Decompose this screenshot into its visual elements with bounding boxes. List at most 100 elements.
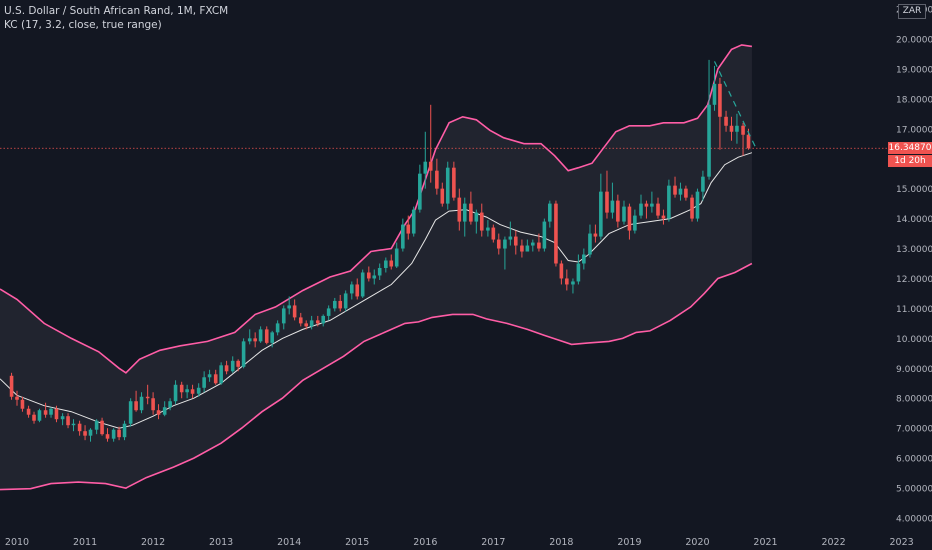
candle-body — [168, 401, 172, 408]
candle-body — [423, 161, 428, 174]
candle-body — [457, 197, 462, 222]
candle-body — [610, 200, 615, 213]
y-axis-tick-label: 14.00000 — [896, 215, 932, 225]
candle-body — [202, 377, 206, 388]
candle-body — [452, 167, 456, 198]
candle-body — [156, 410, 161, 415]
candle-body — [673, 185, 677, 195]
candle-body — [435, 170, 439, 189]
candle-body — [542, 221, 547, 249]
candle-body — [367, 272, 371, 279]
candle-body — [520, 245, 524, 252]
candle-body — [275, 323, 280, 333]
keltner-upper-band — [0, 44, 753, 374]
x-axis-tick-label: 2019 — [617, 537, 641, 548]
candle-body — [661, 215, 666, 219]
candle-body — [207, 374, 212, 378]
candle-body — [224, 365, 229, 372]
candle-body — [122, 423, 127, 438]
candle-body — [559, 263, 564, 279]
y-axis-tick-label: 5.00000 — [896, 485, 932, 495]
candle-body — [650, 203, 654, 207]
candle-body — [707, 104, 711, 177]
candle-body — [9, 375, 14, 397]
candle-body — [105, 434, 110, 439]
y-axis-tick-label: 4.00000 — [896, 515, 932, 525]
y-axis-tick-label: 13.00000 — [896, 245, 932, 255]
candle-body — [54, 408, 59, 420]
candle-body — [258, 329, 263, 342]
candle-body — [741, 125, 745, 135]
x-axis-tick-label: 2023 — [890, 537, 914, 548]
candle-body — [667, 185, 671, 219]
chart-legend: U.S. Dollar / South African Rand, 1M, FX… — [4, 4, 228, 32]
candle-body — [571, 281, 575, 285]
candle-body — [292, 305, 297, 318]
candle-body — [537, 242, 541, 249]
candle-body — [695, 191, 700, 219]
currency-label[interactable]: ZAR — [898, 4, 926, 19]
candle-body — [525, 245, 530, 252]
candle-body — [43, 410, 48, 415]
candle-body — [462, 203, 467, 222]
candle-body — [151, 398, 155, 411]
x-axis-tick-label: 2020 — [685, 537, 709, 548]
candle-body — [633, 215, 637, 231]
x-axis-tick-label: 2022 — [821, 537, 845, 548]
candle-body — [627, 206, 632, 231]
x-axis-tick-label: 2017 — [481, 537, 505, 548]
candle-body — [486, 227, 490, 231]
candle-body — [94, 420, 99, 430]
candle-body — [491, 227, 496, 240]
candle-body — [315, 320, 320, 324]
candle-body — [298, 317, 303, 324]
candle-body — [599, 191, 603, 237]
candle-body — [241, 341, 246, 367]
candle-body — [548, 203, 552, 222]
y-axis-tick-label: 8.00000 — [896, 395, 932, 405]
candle-body — [287, 305, 291, 309]
candle-body — [622, 206, 626, 222]
candle-body — [134, 401, 138, 411]
x-axis-tick-label: 2010 — [5, 537, 29, 548]
y-axis-tick-label: 7.00000 — [896, 425, 932, 435]
x-axis-tick-label: 2013 — [209, 537, 233, 548]
candle-body — [111, 429, 116, 439]
candle-body — [77, 423, 82, 432]
candle-body — [60, 416, 65, 420]
x-axis-tick-label: 2011 — [73, 537, 97, 548]
candle-body — [139, 396, 144, 411]
candle-body — [394, 248, 399, 267]
candle-body — [605, 191, 609, 213]
keltner-lower-band — [0, 262, 753, 491]
candle-body — [411, 209, 416, 234]
candle-body — [253, 338, 257, 342]
candle-body — [503, 239, 507, 249]
candle-body — [576, 263, 581, 282]
candle-body — [213, 374, 218, 384]
candle-body — [678, 188, 683, 195]
candle-body — [349, 284, 354, 294]
candle-body — [469, 203, 473, 222]
candle-body — [718, 83, 722, 117]
y-axis-tick-label: 18.00000 — [896, 95, 932, 105]
y-axis-tick-label: 20.00000 — [896, 35, 932, 45]
candle-body — [162, 407, 167, 415]
keltner-midline — [0, 152, 753, 429]
candle-body — [582, 254, 586, 264]
candle-body — [746, 134, 751, 149]
y-axis-tick-label: 12.00000 — [896, 275, 932, 285]
candle-body — [639, 203, 643, 216]
candle-body — [66, 416, 70, 426]
indicator-title: KC (17, 3.2, close, true range) — [4, 19, 162, 31]
candle-body — [360, 272, 365, 297]
candle-body — [88, 429, 93, 436]
y-axis-tick-label: 6.00000 — [896, 455, 932, 465]
candle-body — [100, 420, 104, 435]
candle-body — [196, 387, 201, 394]
bar-countdown-label: 1d 20h — [888, 155, 932, 168]
x-axis-tick-label: 2015 — [345, 537, 369, 548]
candle-body — [32, 414, 36, 421]
